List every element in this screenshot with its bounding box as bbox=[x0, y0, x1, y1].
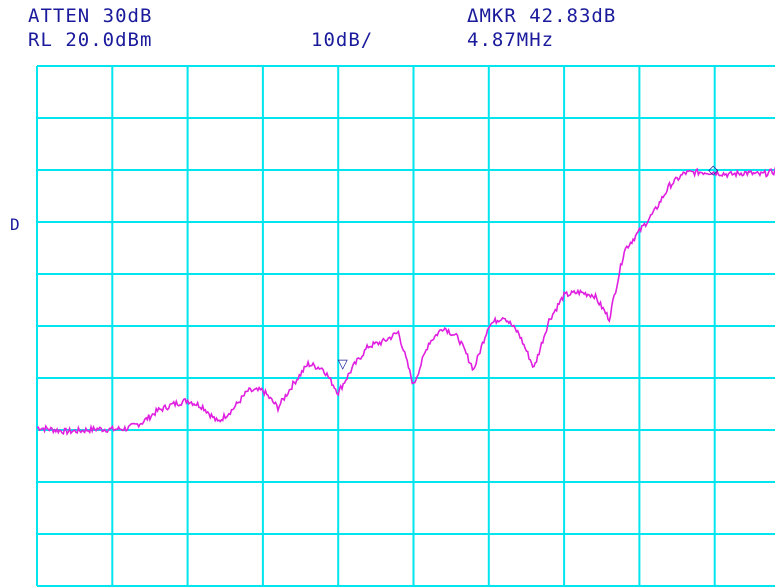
atten-readout: ATTEN 30dB bbox=[28, 5, 153, 27]
delta-marker-icon: ◇ bbox=[708, 163, 718, 178]
graticule bbox=[36, 65, 775, 587]
detector-side-label: D bbox=[10, 215, 21, 234]
delta-marker-frequency-readout: 4.87MHz bbox=[467, 29, 555, 51]
marker-layer: ▽◇ bbox=[338, 163, 718, 372]
trace-layer bbox=[36, 166, 775, 436]
spectrum-trace bbox=[36, 166, 775, 436]
scale-readout: 10dB/ bbox=[311, 29, 374, 51]
delta-marker-level-readout: ΔMKR 42.83dB bbox=[467, 5, 617, 27]
reference-level-readout: RL 20.0dBm bbox=[28, 29, 153, 51]
reference-marker-icon: ▽ bbox=[338, 357, 348, 372]
